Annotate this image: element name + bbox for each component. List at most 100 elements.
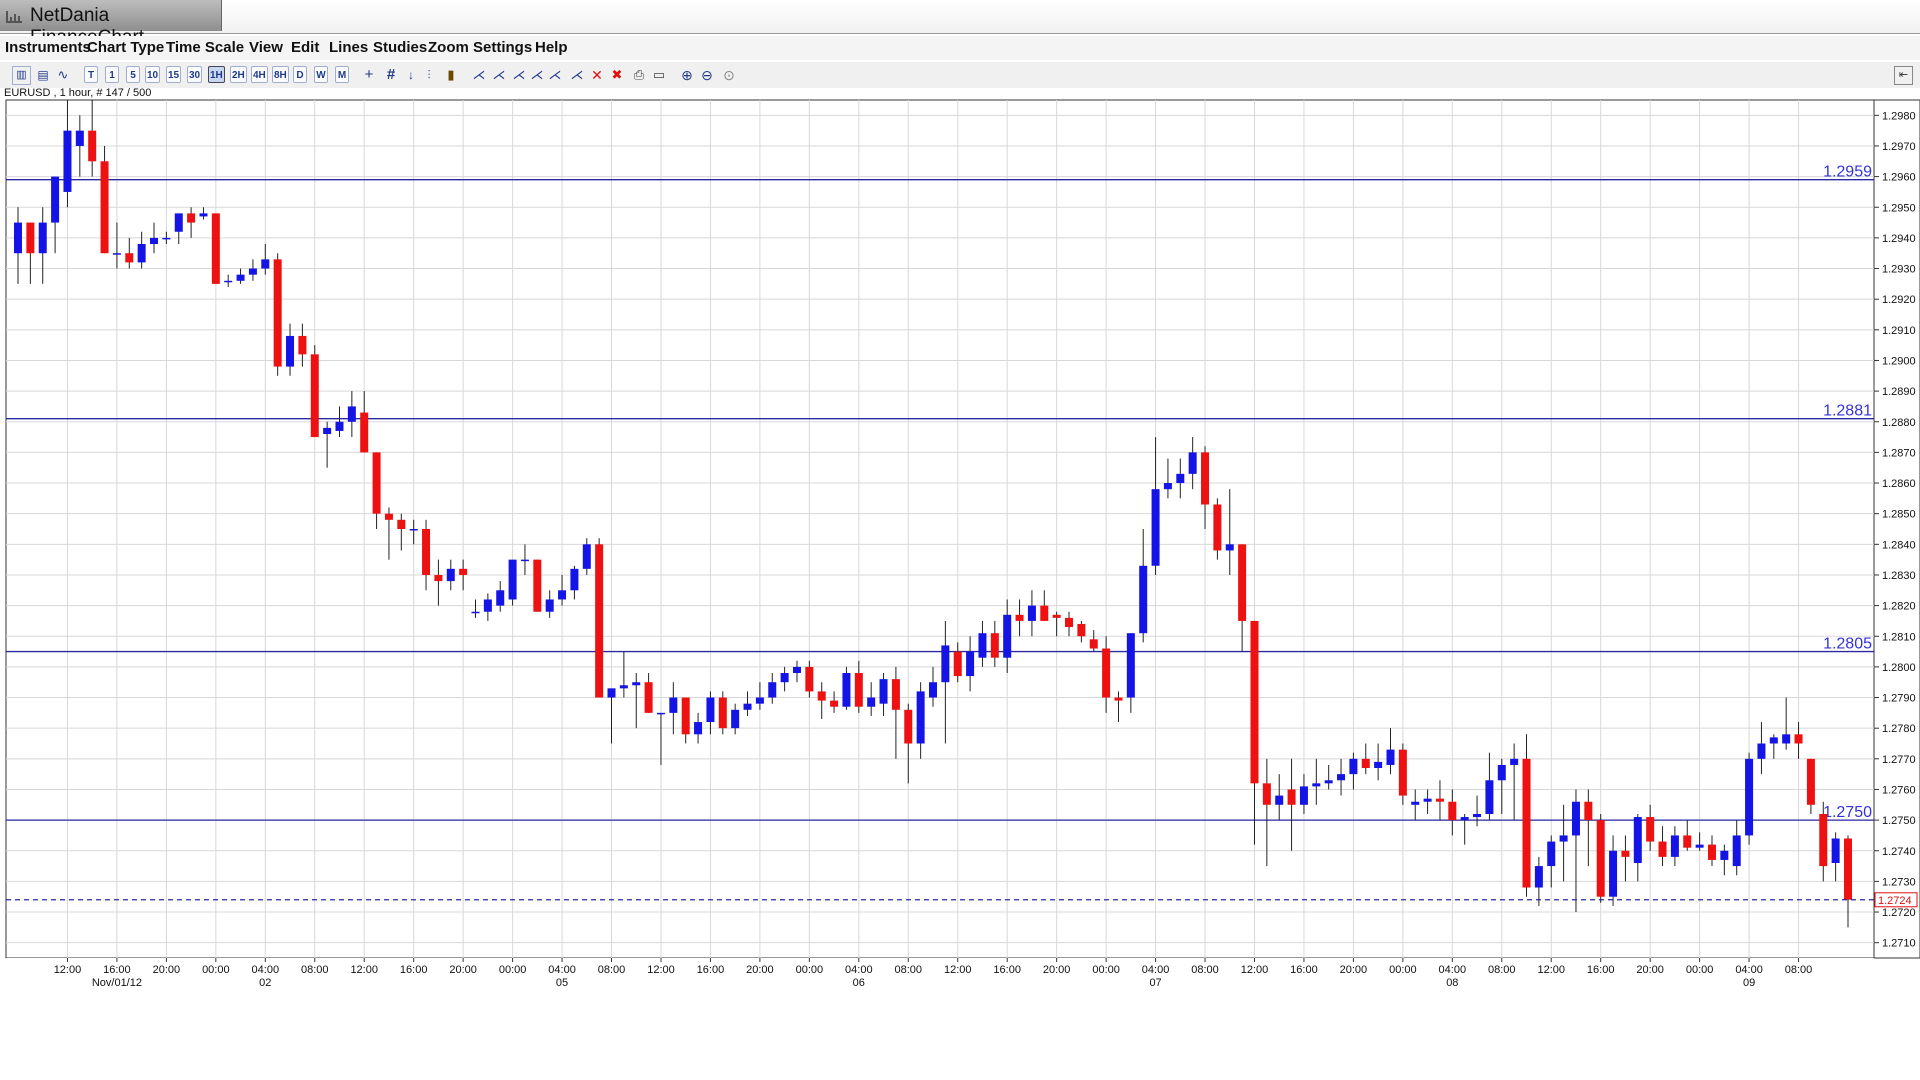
line-chart-icon[interactable]: ∿ — [57, 67, 69, 82]
candle-body — [718, 697, 727, 729]
candle-body — [236, 274, 245, 281]
candle-body — [75, 130, 84, 146]
candle-body — [1559, 835, 1568, 842]
candle-body — [681, 697, 690, 735]
interval-button-m[interactable]: M — [335, 66, 349, 83]
x-tick-label: 20:00 — [746, 964, 774, 976]
menu-zoom[interactable]: Zoom — [428, 39, 469, 56]
interval-button-w[interactable]: W — [314, 66, 328, 83]
delete-all-icon[interactable]: ✖ — [611, 67, 623, 82]
candle-body — [1003, 614, 1012, 658]
candle-body — [1646, 817, 1655, 842]
crosshair-icon[interactable]: + — [364, 66, 374, 83]
candle-body — [953, 651, 962, 677]
trendline-5-icon[interactable]: ⋌ — [548, 67, 562, 82]
trendline-3-icon[interactable]: ⋌ — [512, 67, 526, 82]
candle-body — [1102, 648, 1111, 698]
candle-body — [694, 722, 703, 735]
candle-body — [1707, 844, 1716, 860]
panel-toggle-icon[interactable]: ⇤ — [1894, 66, 1913, 85]
menu-chart-type[interactable]: Chart Type — [87, 39, 165, 56]
x-tick-label: 20:00 — [1340, 964, 1368, 976]
candle-body — [261, 259, 270, 269]
current-price-label: 1.2724 — [1878, 895, 1912, 907]
x-tick-label: 08:00 — [1488, 964, 1516, 976]
menu-view[interactable]: View — [249, 39, 283, 56]
interval-button-5[interactable]: 5 — [126, 66, 140, 83]
y-tick-label: 1.2980 — [1882, 110, 1916, 122]
grid-icon[interactable]: # — [386, 66, 396, 83]
candle-body — [1065, 617, 1074, 628]
candle-body — [1448, 801, 1457, 821]
candle-body — [310, 354, 319, 438]
window-title-tab[interactable]: NetDania FinanceChart — [0, 0, 222, 48]
trendline-2-icon[interactable]: ⋌ — [492, 67, 506, 82]
x-tick-label: 04:00 — [1142, 964, 1170, 976]
interval-button-8h[interactable]: 8H — [272, 66, 289, 83]
candle-body — [941, 645, 950, 683]
delete-study-icon[interactable]: ⋌ — [570, 67, 584, 82]
candle-body — [14, 222, 22, 254]
candle-body — [187, 213, 196, 223]
x-date-label: 08 — [1446, 977, 1458, 989]
candle-body — [224, 280, 233, 283]
menu-lines[interactable]: Lines — [329, 39, 369, 56]
tools-icon[interactable]: ⫶ — [427, 68, 431, 82]
candle-body — [1485, 780, 1494, 814]
x-tick-label: 00:00 — [1389, 964, 1417, 976]
zoom-reset-icon[interactable]: ⊙ — [723, 67, 735, 83]
x-tick-label: 00:00 — [202, 964, 230, 976]
candle-body — [384, 513, 393, 520]
print-preview-icon[interactable]: ▭ — [652, 67, 666, 82]
menu-instruments[interactable]: Instruments — [5, 39, 91, 56]
level-line-label: 1.2750 — [1823, 804, 1872, 821]
menu-help[interactable]: Help — [535, 39, 568, 56]
x-tick-label: 00:00 — [499, 964, 527, 976]
volume-icon[interactable]: ▮ — [447, 67, 455, 82]
candle-body — [1374, 761, 1383, 769]
interval-button-1[interactable]: 1 — [105, 66, 119, 83]
x-tick-label: 16:00 — [697, 964, 725, 976]
menu-time-scale[interactable]: Time Scale — [166, 39, 245, 56]
candle-body — [1423, 798, 1432, 802]
x-tick-label: 12:00 — [54, 964, 82, 976]
candlestick-chart-icon[interactable]: ▥ — [12, 66, 31, 85]
trendline-4-icon[interactable]: ⋌ — [530, 67, 544, 82]
menu-edit[interactable]: Edit — [291, 39, 320, 56]
toolbar: ▥ ▤ ∿ T 1 5 10 15 30 1H 2H 4H 8H D W M + # ↓ ⫶ ▮ ⋌ ⋌… — [0, 62, 1920, 88]
chart-app-icon — [6, 11, 22, 23]
candle-body — [817, 691, 826, 701]
interval-button-2h[interactable]: 2H — [230, 66, 247, 83]
candle-body — [26, 222, 35, 254]
candle-body — [1126, 633, 1135, 698]
candle-body — [1176, 473, 1185, 484]
interval-button-15[interactable]: 15 — [166, 66, 182, 83]
y-tick-label: 1.2830 — [1882, 570, 1916, 582]
candle-body — [100, 161, 109, 254]
trendline-icon[interactable]: ⋌ — [472, 67, 486, 82]
x-tick-label: 16:00 — [400, 964, 428, 976]
interval-button-d[interactable]: D — [293, 66, 307, 83]
y-tick-label: 1.2730 — [1882, 876, 1916, 888]
bar-chart-icon[interactable]: ▤ — [37, 68, 49, 82]
menu-studies[interactable]: Studies — [373, 39, 428, 56]
candle-body — [768, 682, 777, 698]
candle-body — [891, 679, 900, 710]
candle-body — [1621, 850, 1630, 857]
zoom-in-icon[interactable]: ⊕ — [681, 67, 693, 83]
candle-body — [916, 691, 925, 744]
interval-button-t[interactable]: T — [84, 66, 98, 83]
x-date-label: 05 — [556, 977, 568, 989]
price-chart[interactable]: 1.2710 1.2720 1.2730 1.2740 1.2750 1.2760 1.27… — [0, 98, 1920, 998]
print-icon[interactable]: ⎙ — [633, 67, 645, 82]
interval-button-1h[interactable]: 1H — [208, 66, 225, 83]
candle-body — [1262, 783, 1271, 805]
arrow-down-icon[interactable]: ↓ — [408, 68, 414, 82]
interval-button-4h[interactable]: 4H — [251, 66, 268, 83]
menu-settings[interactable]: Settings — [473, 39, 533, 56]
candle-body — [755, 697, 764, 704]
zoom-out-icon[interactable]: ⊖ — [701, 67, 713, 83]
delete-icon[interactable]: ✕ — [591, 67, 603, 83]
interval-button-30[interactable]: 30 — [187, 66, 203, 83]
interval-button-10[interactable]: 10 — [145, 66, 161, 83]
